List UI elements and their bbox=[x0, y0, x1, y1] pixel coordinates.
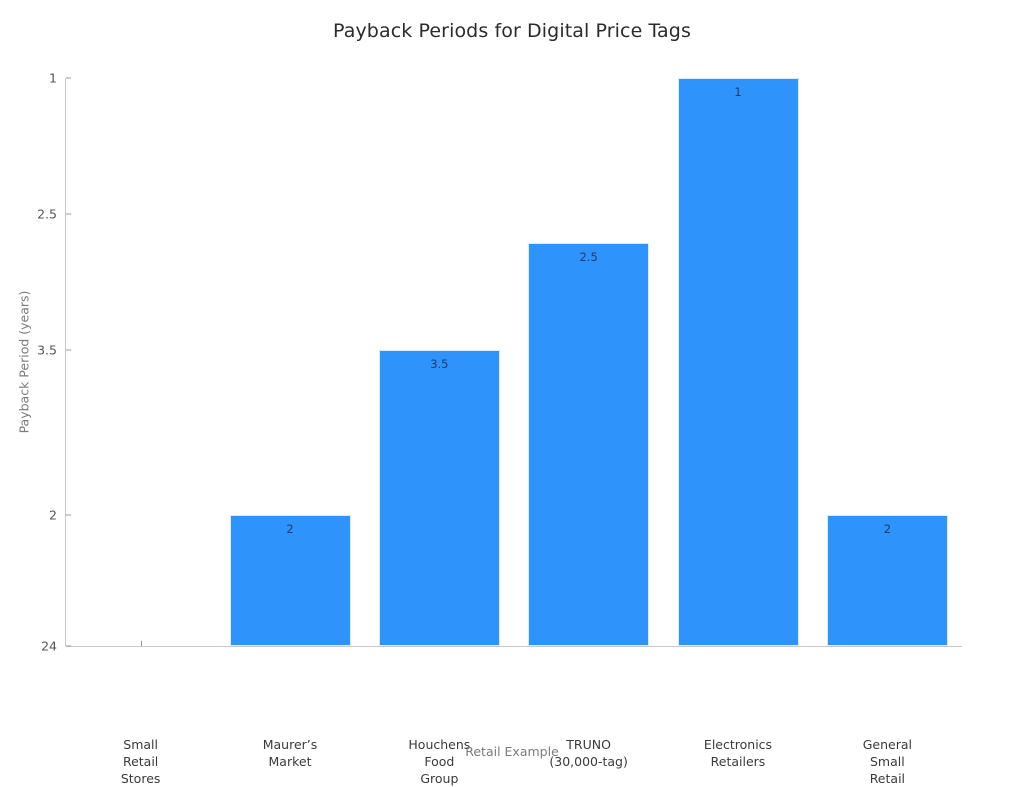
plot-area: Payback Period (years) 1 2.5 3.5 2 24 Small … bbox=[17, 71, 962, 786]
y-tick-mark bbox=[66, 77, 71, 79]
bar-value-label: 3.5 bbox=[430, 357, 449, 372]
bar-value-label: 2 bbox=[286, 522, 294, 537]
chart-title: Payback Periods for Digital Price Tags bbox=[333, 20, 691, 42]
y-tick-label: 1 bbox=[49, 70, 57, 86]
y-tick-label: 2 bbox=[49, 507, 57, 523]
x-axis-spine bbox=[66, 646, 962, 647]
chart-container: Payback Periods for Digital Price Tags P… bbox=[17, 20, 962, 786]
x-tick-label: TRUNO (30,000-tag) bbox=[549, 737, 628, 769]
x-tick-label: Maurer’s Market bbox=[262, 737, 318, 769]
y-axis-title: Payback Period (years) bbox=[16, 290, 32, 434]
bar[interactable]: 2.5 bbox=[528, 243, 650, 646]
y-tick-label: 3.5 bbox=[37, 342, 57, 358]
x-tick-mark bbox=[140, 641, 142, 646]
y-tick-label: 2.5 bbox=[37, 206, 57, 222]
x-axis-title: Retail Example bbox=[465, 744, 559, 759]
bar-value-label: 2.5 bbox=[579, 250, 598, 265]
bar[interactable]: 1 bbox=[677, 78, 799, 646]
bar[interactable]: 2 bbox=[229, 515, 351, 646]
y-tick-label: 24 bbox=[41, 638, 57, 654]
bar[interactable]: 2 bbox=[826, 515, 948, 646]
y-tick-mark bbox=[66, 514, 71, 516]
bar-value-label: 1 bbox=[734, 85, 742, 99]
bar[interactable]: 3.5 bbox=[378, 350, 500, 646]
x-tick-label: Electronics Retailers bbox=[703, 737, 773, 769]
y-tick-mark bbox=[66, 349, 71, 351]
y-tick-mark bbox=[66, 213, 71, 215]
y-axis-spine bbox=[65, 78, 66, 646]
y-tick-mark bbox=[66, 645, 71, 647]
bar-value-label: 2 bbox=[883, 522, 892, 537]
